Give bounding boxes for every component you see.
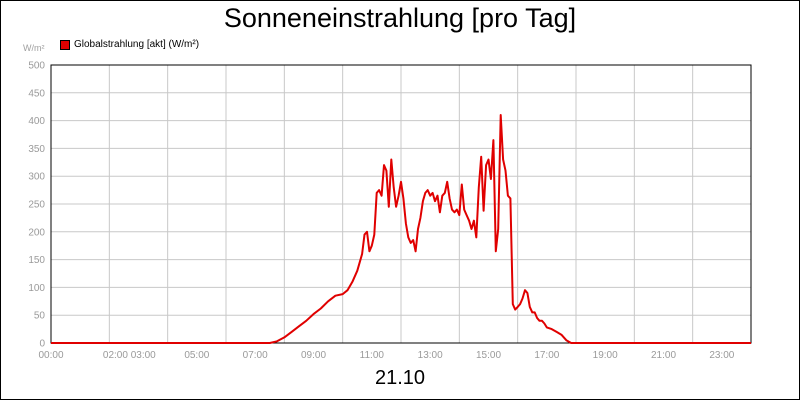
x-tick-label: 09:00 xyxy=(301,350,326,361)
series-line xyxy=(51,114,751,344)
legend: Globalstrahlung [akt] (W/m²) xyxy=(60,39,199,50)
plot-border xyxy=(50,64,752,344)
x-tick-label: 05:00 xyxy=(184,350,209,361)
date-label: 21.10 xyxy=(374,367,426,389)
y-tick-label: 350 xyxy=(28,144,45,155)
y-tick-label: 400 xyxy=(28,116,45,127)
x-tick-label: 07:00 xyxy=(243,350,268,361)
x-tick-label: 11:00 xyxy=(360,350,385,361)
x-tick-label: 17:00 xyxy=(534,350,559,361)
legend-swatch xyxy=(60,39,70,50)
x-tick-label: 23:00 xyxy=(709,350,734,361)
y-tick-label: 500 xyxy=(28,61,45,72)
x-tick-label: 21:00 xyxy=(651,350,676,361)
y-tick-label: 0 xyxy=(39,339,45,350)
y-tick-label: 100 xyxy=(28,283,45,294)
x-tick-label: 15:00 xyxy=(476,350,501,361)
x-tick-label: 13:00 xyxy=(418,350,443,361)
x-tick-label: 19:00 xyxy=(593,350,618,361)
x-tick-label: 02:00 03:00 xyxy=(103,350,156,361)
y-tick-label: 450 xyxy=(28,88,45,99)
y-tick-label: 200 xyxy=(28,227,45,238)
y-axis-unit: W/m² xyxy=(23,43,45,53)
y-tick-label: 150 xyxy=(28,255,45,266)
chart-title: Sonneneinstrahlung [pro Tag] xyxy=(223,3,577,33)
x-tick-label: 00:00 xyxy=(38,350,63,361)
y-tick-label: 50 xyxy=(34,311,46,322)
y-tick-label: 250 xyxy=(28,200,45,211)
legend-label: Globalstrahlung [akt] (W/m²) xyxy=(74,39,200,50)
y-tick-label: 300 xyxy=(28,172,45,183)
